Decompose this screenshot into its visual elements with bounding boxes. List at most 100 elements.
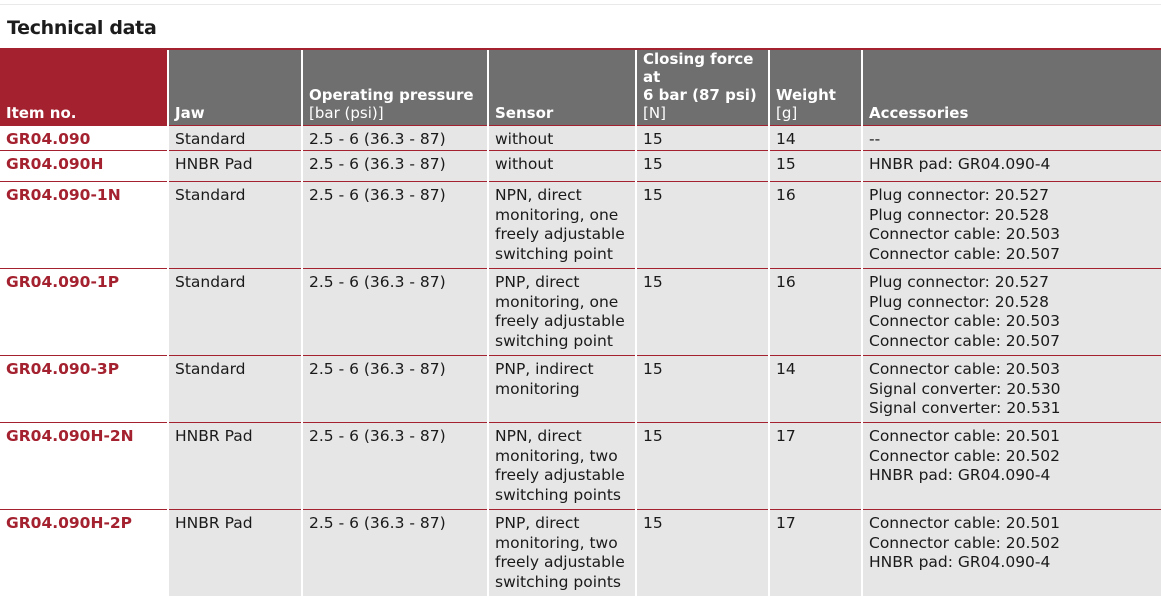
pressure-cell: 2.5 - 6 (36.3 - 87): [302, 510, 488, 596]
cell-text: GR04.090H-2P: [6, 514, 161, 534]
closing-force-cell: 15: [636, 269, 769, 356]
accessories-cell: Connector cable: 20.503 Signal converter:…: [862, 356, 1161, 423]
item-no-cell: GR04.090H-2N: [0, 423, 168, 510]
item-no-cell: GR04.090-3P: [0, 356, 168, 423]
cell-text: 15: [643, 186, 762, 206]
header-unit: [g]: [776, 104, 855, 122]
header-label: 6 bar (87 psi): [643, 86, 762, 104]
cell-text: Standard: [175, 273, 295, 293]
cell-text: Standard: [175, 360, 295, 380]
cell-text: switching point: [495, 332, 629, 352]
cell-text: HNBR Pad: [175, 427, 295, 447]
header-label: Item no.: [6, 104, 161, 122]
cell-text: Signal converter: 20.531: [869, 399, 1155, 419]
cell-text: 14: [776, 130, 855, 150]
cell-text: Connector cable: 20.501: [869, 427, 1155, 447]
cell-text: PNP, direct: [495, 514, 629, 534]
header-unit: [N]: [643, 104, 762, 122]
cell-text: monitoring: [495, 380, 629, 400]
cell-text: PNP, direct: [495, 273, 629, 293]
cell-text: monitoring, two: [495, 447, 629, 467]
cell-text: 15: [643, 273, 762, 293]
cell-text: 15: [643, 130, 762, 150]
sensor-cell: without: [488, 126, 636, 151]
pressure-cell: 2.5 - 6 (36.3 - 87): [302, 151, 488, 182]
cell-text: Connector cable: 20.507: [869, 245, 1155, 265]
accessories-cell: HNBR pad: GR04.090-4: [862, 151, 1161, 182]
pressure-cell: 2.5 - 6 (36.3 - 87): [302, 423, 488, 510]
pressure-cell: 2.5 - 6 (36.3 - 87): [302, 182, 488, 269]
header-label: Operating pressure: [309, 86, 481, 104]
weight-cell: 16: [769, 182, 862, 269]
closing-force-cell: 15: [636, 510, 769, 596]
cell-text: GR04.090-3P: [6, 360, 161, 380]
table-row: GR04.090H-2P HNBR Pad 2.5 - 6 (36.3 - 87) P…: [0, 510, 1161, 596]
weight-cell: 15: [769, 151, 862, 182]
cell-text: freely adjustable: [495, 553, 629, 573]
cell-text: switching points: [495, 573, 629, 593]
cell-text: GR04.090H-2N: [6, 427, 161, 447]
cell-text: Connector cable: 20.503: [869, 225, 1155, 245]
cell-text: 2.5 - 6 (36.3 - 87): [309, 186, 481, 206]
header-label: Sensor: [495, 104, 629, 122]
cell-text: 16: [776, 186, 855, 206]
jaw-cell: HNBR Pad: [168, 423, 302, 510]
page-title: Technical data: [7, 17, 157, 39]
pressure-cell: 2.5 - 6 (36.3 - 87): [302, 356, 488, 423]
cell-text: 15: [643, 360, 762, 380]
cell-text: Plug connector: 20.528: [869, 206, 1155, 226]
cell-text: GR04.090-1N: [6, 186, 161, 206]
cell-text: 16: [776, 273, 855, 293]
cell-text: HNBR pad: GR04.090-4: [869, 466, 1155, 486]
cell-text: 2.5 - 6 (36.3 - 87): [309, 130, 481, 150]
table-row: GR04.090-1N Standard 2.5 - 6 (36.3 - 87) NP…: [0, 182, 1161, 269]
closing-force-cell: 15: [636, 182, 769, 269]
weight-cell: 14: [769, 356, 862, 423]
header-label: Weight: [776, 86, 855, 104]
header-weight: Weight[g]: [769, 50, 862, 126]
jaw-cell: HNBR Pad: [168, 510, 302, 596]
cell-text: HNBR Pad: [175, 514, 295, 534]
closing-force-cell: 15: [636, 423, 769, 510]
cell-text: HNBR pad: GR04.090-4: [869, 155, 1155, 175]
cell-text: without: [495, 155, 629, 175]
cell-text: freely adjustable: [495, 312, 629, 332]
cell-text: Standard: [175, 186, 295, 206]
cell-text: NPN, direct: [495, 186, 629, 206]
cell-text: Connector cable: 20.503: [869, 360, 1155, 380]
cell-text: 15: [643, 155, 762, 175]
cell-text: without: [495, 130, 629, 150]
header-accessories: Accessories: [862, 50, 1161, 126]
weight-cell: 14: [769, 126, 862, 151]
header-label: Accessories: [869, 104, 1155, 122]
cell-text: Plug connector: 20.527: [869, 273, 1155, 293]
header-operating-pressure: Operating pressure[bar (psi)]: [302, 50, 488, 126]
header-sensor: Sensor: [488, 50, 636, 126]
cell-text: 2.5 - 6 (36.3 - 87): [309, 514, 481, 534]
jaw-cell: HNBR Pad: [168, 151, 302, 182]
cell-text: 2.5 - 6 (36.3 - 87): [309, 360, 481, 380]
pressure-cell: 2.5 - 6 (36.3 - 87): [302, 126, 488, 151]
jaw-cell: Standard: [168, 182, 302, 269]
cell-text: HNBR Pad: [175, 155, 295, 175]
cell-text: HNBR pad: GR04.090-4: [869, 553, 1155, 573]
item-no-cell: GR04.090-1P: [0, 269, 168, 356]
cell-text: 15: [643, 427, 762, 447]
cell-text: freely adjustable: [495, 225, 629, 245]
cell-text: 2.5 - 6 (36.3 - 87): [309, 155, 481, 175]
cell-text: Connector cable: 20.503: [869, 312, 1155, 332]
cell-text: monitoring, one: [495, 293, 629, 313]
cell-text: Connector cable: 20.507: [869, 332, 1155, 352]
cell-text: 17: [776, 514, 855, 534]
